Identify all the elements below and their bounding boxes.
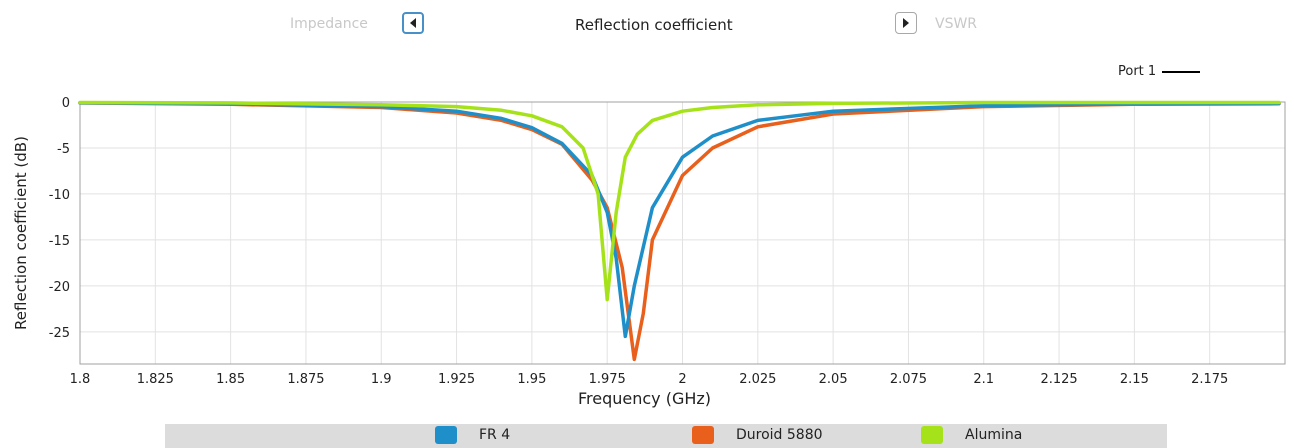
legend-label-fr4: FR 4 — [479, 427, 511, 443]
x-tick-label: 1.925 — [438, 372, 475, 387]
chart-type-navigator: Impedance Reflection coefficient VSWR — [0, 8, 1294, 40]
legend-label-alumina: Alumina — [965, 427, 1023, 443]
x-tick-label: 1.975 — [589, 372, 626, 387]
next-chart-label[interactable]: VSWR — [935, 16, 978, 32]
reflection-coefficient-chart: 1.8 1.825 1.85 1.875 1.9 1.925 1.95 1.975 2 2.025… — [12, 96, 1286, 408]
x-tick-label: 2 — [678, 372, 686, 387]
x-tick-label: 1.85 — [216, 372, 245, 387]
x-tick-label: 2.1 — [973, 372, 994, 387]
y-tick-label: -25 — [49, 326, 70, 341]
y-tick-label: -5 — [57, 142, 70, 157]
port-legend: Port 1 — [1118, 64, 1201, 79]
x-tick-label: 2.05 — [819, 372, 848, 387]
legend-item-duroid-5880[interactable]: Duroid 5880 — [692, 426, 823, 444]
prev-chart-label[interactable]: Impedance — [290, 16, 368, 32]
x-tick-label: 1.8 — [70, 372, 91, 387]
legend-label-duroid-5880: Duroid 5880 — [736, 427, 823, 443]
legend-item-alumina[interactable]: Alumina — [921, 426, 1022, 444]
x-tick-label: 1.9 — [371, 372, 392, 387]
y-tick-label: -10 — [49, 188, 70, 203]
x-tick-label: 1.875 — [287, 372, 324, 387]
legend-swatch-duroid-5880 — [692, 426, 714, 444]
legend-item-fr4[interactable]: FR 4 — [435, 426, 510, 444]
x-tick-label: 1.825 — [137, 372, 174, 387]
y-tick-label: -20 — [49, 280, 70, 295]
x-tick-label: 2.025 — [739, 372, 776, 387]
prev-chart-button[interactable] — [402, 12, 424, 34]
x-tick-label: 2.125 — [1040, 372, 1077, 387]
next-chart-button[interactable] — [895, 12, 917, 34]
y-axis-title: Reflection coefficient (dB) — [12, 136, 30, 330]
legend-swatch-alumina — [921, 426, 943, 444]
port-legend-label: Port 1 — [1118, 64, 1157, 79]
series-line-alumina — [78, 100, 1281, 302]
x-axis-title: Frequency (GHz) — [578, 389, 711, 408]
triangle-left-icon — [410, 18, 416, 28]
port-legend-line — [1162, 70, 1201, 73]
series-legend: FR 4 Duroid 5880 Alumina — [165, 424, 1167, 448]
triangle-right-icon — [903, 18, 909, 28]
plot-border — [79, 101, 1286, 365]
y-tick-label: 0 — [62, 96, 70, 111]
x-tick-label: 2.15 — [1120, 372, 1149, 387]
x-tick-label: 2.175 — [1191, 372, 1228, 387]
legend-swatch-fr4 — [435, 426, 457, 444]
current-chart-title: Reflection coefficient — [575, 16, 733, 34]
x-tick-label: 2.075 — [890, 372, 927, 387]
series-line-fr4 — [78, 101, 1281, 339]
x-tick-label: 1.95 — [517, 372, 546, 387]
y-tick-label: -15 — [49, 234, 70, 249]
